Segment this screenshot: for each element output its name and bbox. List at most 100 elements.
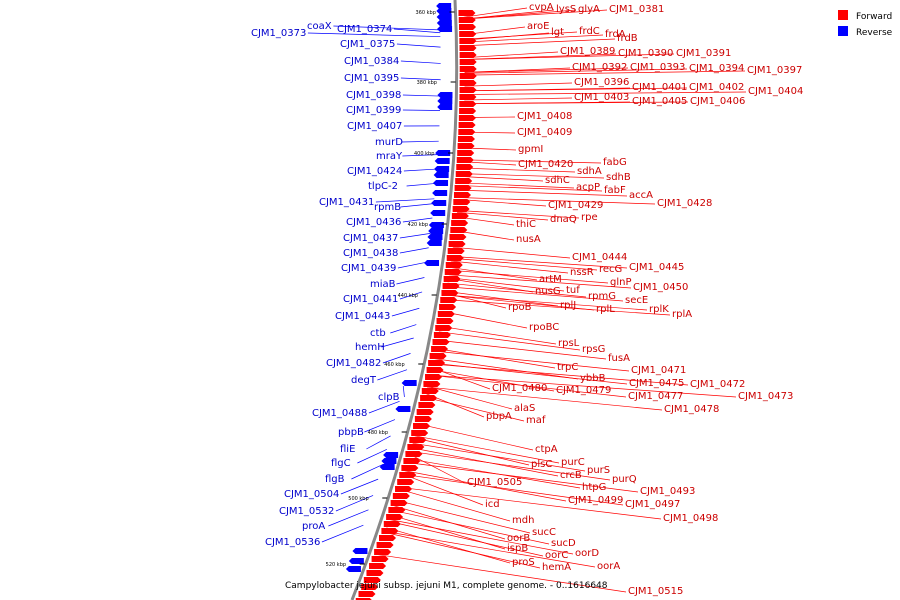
forward-feature (457, 136, 475, 142)
forward-feature (390, 500, 408, 506)
reverse-feature (352, 548, 368, 554)
reverse-feature (426, 240, 442, 246)
leader-recg (451, 257, 598, 271)
leader-cjm1-0428 (458, 197, 656, 205)
gene-label-frdc: frdC (579, 26, 600, 37)
gene-label-oorc: oorC (545, 550, 568, 561)
gene-label-sucd: sucD (551, 538, 576, 549)
gene-label-cjm1-0373: CJM1_0373 (251, 28, 306, 39)
label-leader-lines (307, 7, 747, 593)
gene-label-ctpa: ctpA (535, 444, 558, 455)
gene-label-cjm1-0374: CJM1_0374 (337, 24, 392, 35)
forward-feature (447, 248, 465, 254)
forward-feature (409, 437, 427, 443)
leader-thic (456, 216, 515, 226)
leader-glnp (449, 269, 609, 284)
leader-cjm1-0395 (400, 77, 441, 81)
leader-coax (333, 25, 441, 31)
gene-label-flgc: flgC (331, 458, 351, 469)
leader-rpla (444, 299, 671, 316)
forward-feature (358, 591, 376, 597)
leader-cjm1-0424 (403, 168, 437, 172)
leader-purs (412, 442, 586, 472)
leader-cjm1-0429 (458, 199, 547, 207)
gene-label-cjm1-0429: CJM1_0429 (548, 200, 603, 211)
forward-feature (458, 24, 476, 30)
gene-label-mdh: mdh (512, 515, 534, 526)
leader-sdhb (460, 173, 605, 179)
gene-label-hema: hemA (542, 562, 571, 573)
gene-label-pbpa: pbpA (486, 411, 512, 422)
forward-feature (395, 486, 413, 492)
leader-rpsg (438, 331, 581, 351)
leader-mdh (398, 488, 511, 522)
reverse-feature (434, 166, 450, 172)
gene-label-cjm1-0375: CJM1_0375 (340, 39, 395, 50)
leader-gpmi (462, 147, 517, 151)
leader-cjm1-0444 (452, 246, 571, 259)
leader-cjm1-0445 (451, 256, 628, 269)
gene-label-nssr: nssR (570, 267, 594, 278)
gene-label-htpg: htpG (582, 482, 606, 493)
gene-label-frda: frdA (605, 29, 626, 40)
tick-label: 520 kbp (326, 562, 346, 568)
forward-feature (361, 584, 379, 590)
gene-label-oord: oorD (575, 548, 599, 559)
gene-label-cjm1-0450: CJM1_0450 (633, 282, 688, 293)
gene-label-cjm1-0401: CJM1_0401 (632, 82, 687, 93)
forward-feature (416, 409, 434, 415)
tick-label: 500 kbp (348, 496, 368, 502)
gene-label-mray: mraY (376, 151, 403, 162)
leader-aroe (464, 26, 526, 36)
leader-oord (389, 519, 574, 555)
gene-label-rpe: rpe (581, 212, 598, 223)
legend-reverse-label: Reverse (856, 28, 893, 38)
scale-ticks: 360 kbp 380 kbp 400 kbp 420 kbp 440 kbp 460 k… (326, 10, 456, 568)
forward-feature (458, 115, 476, 121)
leader-oorc (388, 521, 544, 557)
forward-feature (374, 549, 392, 555)
gene-label-cjm1-0399: CJM1_0399 (346, 105, 401, 116)
leader-cjm1-0443 (391, 307, 420, 317)
gene-label-cjm1-0444: CJM1_0444 (572, 252, 627, 263)
reverse-feature (433, 180, 449, 186)
gene-label-cjm1-0424: CJM1_0424 (347, 166, 402, 177)
leader-icd (403, 474, 484, 506)
forward-feature (450, 227, 468, 233)
gene-label-cjm1-0408: CJM1_0408 (517, 111, 572, 122)
gene-label-cjm1-0405: CJM1_0405 (632, 96, 687, 107)
gene-label-hemh: hemH (355, 342, 385, 353)
leader-cjm1-0505 (409, 453, 466, 484)
forward-feature (363, 577, 381, 583)
forward-feature (397, 479, 415, 485)
forward-feature (432, 339, 450, 345)
reverse-feature (436, 3, 452, 9)
forward-feature (454, 185, 472, 191)
forward-feature (369, 563, 387, 569)
tick-label: 420 kbp (408, 222, 428, 228)
leader-cvpa (463, 7, 528, 18)
gene-label-cjm1-0384: CJM1_0384 (344, 56, 399, 67)
reverse-feature (427, 234, 443, 240)
gene-label-cjm1-0397: CJM1_0397 (747, 65, 802, 76)
leader-miab (396, 277, 425, 285)
gene-label-clpb: clpB (378, 392, 400, 403)
leader-cjm1-0396 (464, 82, 573, 87)
leader-cjm1-0404 (464, 91, 747, 95)
reverse-feature (437, 98, 453, 104)
gene-label-ctb: ctb (370, 328, 386, 339)
leader-cjm1-0403 (464, 97, 573, 101)
gene-label-lyss: lysS (556, 4, 576, 15)
gene-label-fabf: fabF (604, 185, 626, 196)
leader-dnaq (456, 211, 549, 221)
leader-fusa (437, 339, 607, 360)
gene-label-cjm1-0395: CJM1_0395 (344, 73, 399, 84)
leader-nusa (454, 230, 515, 241)
forward-feature (386, 514, 404, 520)
gene-label-murd: murD (375, 137, 403, 148)
gene-label-cjm1-0473: CJM1_0473 (738, 391, 793, 402)
gene-label-sdhc: sdhC (545, 175, 570, 186)
leader-rplk (445, 294, 648, 311)
forward-feature (388, 507, 406, 513)
